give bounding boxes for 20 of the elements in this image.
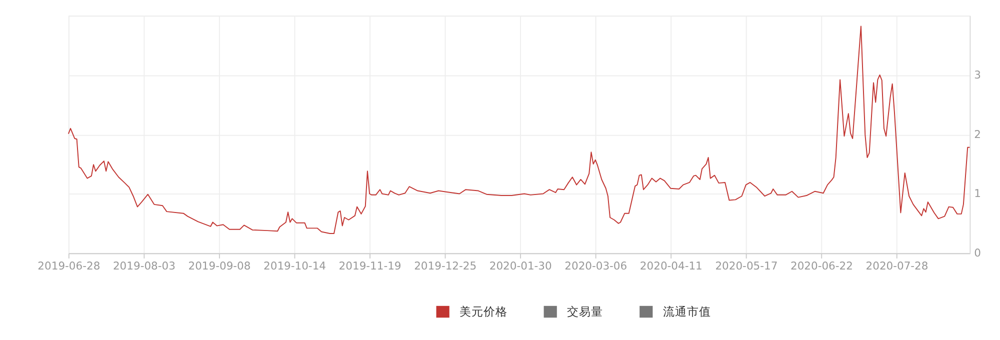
x-tick-label: 2020-03-06	[564, 259, 628, 272]
x-tick-label: 2019-09-08	[188, 259, 251, 272]
x-tick-label: 2020-05-17	[715, 259, 778, 272]
legend-label: 美元价格	[459, 304, 508, 319]
x-tick-label: 2019-08-03	[112, 259, 176, 272]
x-tick-label: 2019-06-28	[38, 259, 100, 272]
y-tick-label: 2	[974, 128, 981, 141]
x-tick-label: 2019-11-19	[338, 259, 402, 272]
legend-label: 交易量	[566, 304, 603, 319]
line-series	[68, 26, 970, 234]
y-tick-label: 1	[974, 187, 981, 200]
x-tick-label: 2019-10-14	[264, 259, 326, 272]
legend-label: 流通市值	[662, 304, 711, 319]
x-tick-label: 2020-06-22	[790, 259, 853, 272]
x-tick-label: 2020-07-28	[866, 259, 928, 272]
x-tick-label: 2020-01-30	[489, 259, 552, 272]
x-tick-label: 2019-12-25	[414, 259, 477, 272]
y-tick-label: 3	[974, 68, 981, 82]
x-tick-label: 2020-04-11	[640, 259, 702, 272]
y-tick-label: 0	[974, 246, 982, 260]
